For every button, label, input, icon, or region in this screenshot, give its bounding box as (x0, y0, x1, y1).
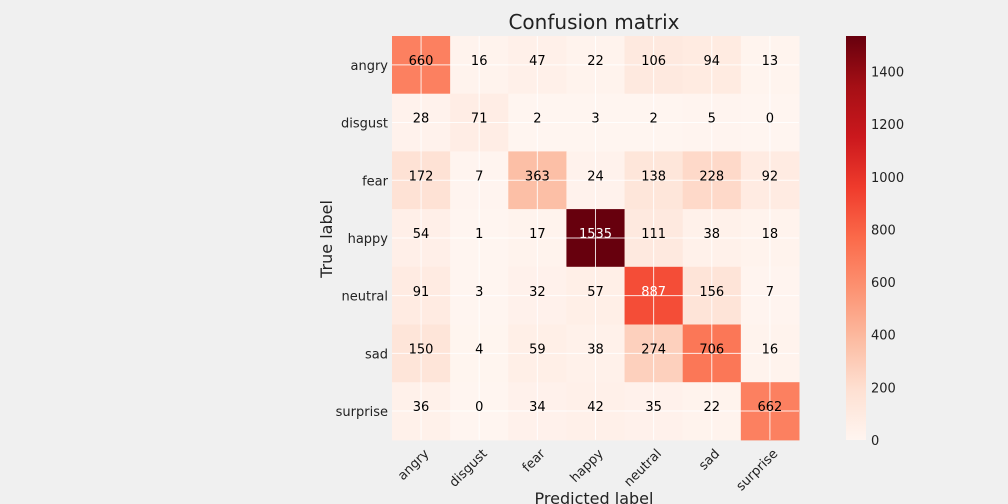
cell-value-label: 660 (409, 54, 434, 69)
cell-value-label: 156 (699, 285, 724, 300)
cell-value-label: 42 (587, 400, 604, 415)
cell-value-label: 16 (762, 343, 779, 358)
cell-value-label: 228 (699, 169, 724, 184)
colorbar-tick-label: 1400 (871, 66, 904, 81)
colorbar-tick-labels: 0 200 400 600 800 1000 1200 1400 (871, 66, 904, 449)
cell-value-label: 59 (529, 343, 546, 358)
cell-value-label: 150 (409, 343, 434, 358)
cell-value-label: 35 (645, 400, 662, 415)
cell-value-label: 54 (413, 227, 430, 242)
cell-value-label: 0 (766, 112, 774, 127)
cell-value-label: 706 (699, 343, 724, 358)
y-axis-label: True label (317, 200, 336, 279)
cell-value-label: 4 (475, 343, 483, 358)
y-tick-label: surprise (336, 405, 388, 420)
y-tick-label: sad (365, 347, 388, 362)
cell-value-label: 91 (413, 285, 430, 300)
cell-value-label: 274 (641, 343, 666, 358)
cell-value-label: 13 (762, 54, 779, 69)
cell-value-label: 172 (409, 169, 434, 184)
colorbar-tick-label: 200 (871, 381, 896, 396)
cell-value-label: 111 (641, 227, 666, 242)
cell-value-label: 38 (703, 227, 720, 242)
cell-value-label: 7 (766, 285, 774, 300)
cell-value-label: 662 (757, 400, 782, 415)
colorbar-tick-label: 800 (871, 223, 896, 238)
cell-value-label: 32 (529, 285, 546, 300)
cell-value-label: 17 (529, 227, 546, 242)
cell-value-label: 92 (762, 169, 779, 184)
cell-value-label: 363 (525, 169, 550, 184)
x-tick-label: happy (568, 446, 607, 485)
x-tick-label: neutral (621, 447, 664, 490)
x-tick-label: angry (395, 446, 432, 483)
colorbar-tick-label: 0 (871, 434, 879, 449)
cell-value-label: 16 (471, 54, 488, 69)
y-tick-label: neutral (342, 290, 389, 305)
cell-value-label: 1 (475, 227, 483, 242)
chart-title: Confusion matrix (508, 10, 679, 34)
cell-value-label: 3 (591, 112, 599, 127)
y-tick-label: angry (351, 59, 389, 74)
cell-value-label: 22 (587, 54, 604, 69)
cell-value-label: 24 (587, 169, 604, 184)
y-tick-label: disgust (341, 117, 388, 132)
cell-value-label: 28 (413, 112, 430, 127)
cell-value-label: 34 (529, 400, 546, 415)
cell-value-label: 2 (649, 112, 657, 127)
x-tick-label: fear (520, 446, 549, 475)
cell-value-label: 22 (703, 400, 720, 415)
cell-value-label: 106 (641, 54, 666, 69)
cell-value-label: 0 (475, 400, 483, 415)
colorbar (846, 36, 866, 440)
cell-value-label: 71 (471, 112, 488, 127)
cell-value-label: 47 (529, 54, 546, 69)
cell-value-label: 38 (587, 343, 604, 358)
cell-value-label: 57 (587, 285, 604, 300)
cell-value-label: 5 (708, 112, 716, 127)
cell-value-label: 3 (475, 285, 483, 300)
colorbar-tick-label: 1200 (871, 118, 904, 133)
cell-value-label: 36 (413, 400, 430, 415)
x-tick-label: sad (696, 447, 723, 474)
x-tick-label: surprise (734, 447, 782, 495)
colorbar-tick-label: 1000 (871, 171, 904, 186)
x-tick-label: disgust (447, 447, 491, 491)
cell-value-label: 7 (475, 169, 483, 184)
cell-value-label: 138 (641, 169, 666, 184)
y-axis-tick-labels: angry disgust fear happy neutral sad surprise (336, 59, 389, 420)
cell-value-label: 1535 (579, 227, 612, 242)
cell-value-label: 887 (641, 285, 666, 300)
x-axis-tick-labels: angry disgust fear happy neutral sad surprise (395, 446, 781, 494)
cell-value-label: 94 (703, 54, 720, 69)
colorbar-tick-label: 600 (871, 276, 896, 291)
cell-value-label: 2 (533, 112, 541, 127)
y-tick-label: fear (362, 174, 389, 189)
y-tick-label: happy (348, 232, 389, 247)
cell-value-label: 18 (762, 227, 779, 242)
colorbar-tick-label: 400 (871, 329, 896, 344)
x-axis-label: Predicted label (535, 489, 654, 504)
heatmap-gridlines (392, 36, 799, 440)
